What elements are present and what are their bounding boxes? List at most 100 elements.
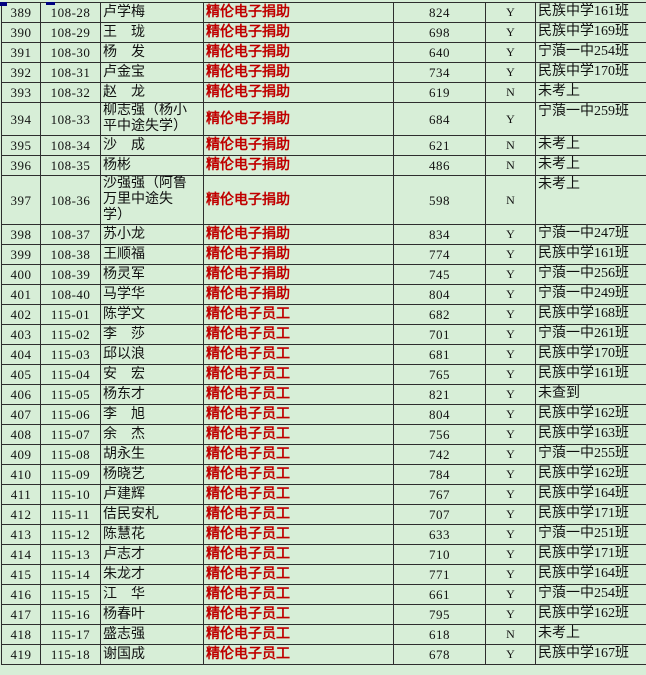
cell-sponsor[interactable]: 精伦电子捐助 xyxy=(204,285,394,305)
cell-row-number[interactable]: 411 xyxy=(2,485,41,505)
cell-sponsor[interactable]: 精伦电子员工 xyxy=(204,525,394,545)
cell-student-id[interactable]: 115-07 xyxy=(41,425,101,445)
cell-sponsor[interactable]: 精伦电子捐助 xyxy=(204,225,394,245)
cell-sponsor[interactable]: 精伦电子员工 xyxy=(204,365,394,385)
cell-student-name[interactable]: 杨晓艺 xyxy=(101,465,204,485)
cell-sponsor[interactable]: 精伦电子捐助 xyxy=(204,23,394,43)
cell-admitted-flag[interactable]: Y xyxy=(486,265,536,285)
cell-score[interactable]: 784 xyxy=(394,465,486,485)
cell-admitted-flag[interactable]: Y xyxy=(486,425,536,445)
cell-school-class[interactable]: 民族中学162班 xyxy=(536,465,646,485)
cell-school-class[interactable]: 未考上 xyxy=(536,83,646,103)
cell-school-class[interactable]: 民族中学167班 xyxy=(536,645,646,665)
cell-school-class[interactable]: 民族中学168班 xyxy=(536,305,646,325)
cell-admitted-flag[interactable]: Y xyxy=(486,605,536,625)
cell-student-id[interactable]: 108-35 xyxy=(41,156,101,176)
cell-student-id[interactable]: 115-09 xyxy=(41,465,101,485)
cell-row-number[interactable]: 398 xyxy=(2,225,41,245)
cell-score[interactable]: 710 xyxy=(394,545,486,565)
cell-score[interactable]: 795 xyxy=(394,605,486,625)
cell-sponsor[interactable]: 精伦电子员工 xyxy=(204,485,394,505)
cell-school-class[interactable]: 民族中学164班 xyxy=(536,485,646,505)
cell-admitted-flag[interactable]: Y xyxy=(486,23,536,43)
cell-student-id[interactable]: 115-17 xyxy=(41,625,101,645)
cell-sponsor[interactable]: 精伦电子员工 xyxy=(204,625,394,645)
cell-student-name[interactable]: 胡永生 xyxy=(101,445,204,465)
cell-score[interactable]: 734 xyxy=(394,63,486,83)
cell-row-number[interactable]: 406 xyxy=(2,385,41,405)
cell-school-class[interactable]: 宁蒗一中261班 xyxy=(536,325,646,345)
cell-sponsor[interactable]: 精伦电子员工 xyxy=(204,565,394,585)
cell-admitted-flag[interactable]: Y xyxy=(486,545,536,565)
cell-row-number[interactable]: 403 xyxy=(2,325,41,345)
cell-score[interactable]: 774 xyxy=(394,245,486,265)
cell-row-number[interactable]: 414 xyxy=(2,545,41,565)
cell-score[interactable]: 707 xyxy=(394,505,486,525)
cell-school-class[interactable]: 未考上 xyxy=(536,156,646,176)
cell-school-class[interactable]: 宁蒗一中255班 xyxy=(536,445,646,465)
cell-student-id[interactable]: 115-10 xyxy=(41,485,101,505)
cell-sponsor[interactable]: 精伦电子员工 xyxy=(204,505,394,525)
cell-sponsor[interactable]: 精伦电子员工 xyxy=(204,605,394,625)
cell-student-name[interactable]: 余 杰 xyxy=(101,425,204,445)
cell-school-class[interactable]: 宁蒗一中251班 xyxy=(536,525,646,545)
cell-admitted-flag[interactable]: Y xyxy=(486,465,536,485)
cell-row-number[interactable]: 396 xyxy=(2,156,41,176)
cell-admitted-flag[interactable]: Y xyxy=(486,103,536,136)
cell-student-id[interactable]: 115-06 xyxy=(41,405,101,425)
cell-admitted-flag[interactable]: Y xyxy=(486,405,536,425)
cell-school-class[interactable]: 民族中学170班 xyxy=(536,345,646,365)
cell-score[interactable]: 681 xyxy=(394,345,486,365)
cell-score[interactable]: 486 xyxy=(394,156,486,176)
cell-student-id[interactable]: 108-36 xyxy=(41,176,101,225)
cell-admitted-flag[interactable]: Y xyxy=(486,585,536,605)
cell-school-class[interactable]: 民族中学169班 xyxy=(536,23,646,43)
cell-school-class[interactable]: 宁蒗一中254班 xyxy=(536,43,646,63)
cell-row-number[interactable]: 399 xyxy=(2,245,41,265)
cell-school-class[interactable]: 宁蒗一中247班 xyxy=(536,225,646,245)
cell-row-number[interactable]: 413 xyxy=(2,525,41,545)
cell-student-name[interactable]: 杨 发 xyxy=(101,43,204,63)
cell-student-id[interactable]: 115-01 xyxy=(41,305,101,325)
cell-student-name[interactable]: 卢志才 xyxy=(101,545,204,565)
cell-school-class[interactable]: 宁蒗一中249班 xyxy=(536,285,646,305)
cell-score[interactable]: 661 xyxy=(394,585,486,605)
cell-row-number[interactable]: 417 xyxy=(2,605,41,625)
cell-school-class[interactable]: 宁蒗一中259班 xyxy=(536,103,646,136)
cell-student-name[interactable]: 王 珑 xyxy=(101,23,204,43)
cell-school-class[interactable]: 民族中学170班 xyxy=(536,63,646,83)
cell-student-name[interactable]: 沙 成 xyxy=(101,136,204,156)
cell-score[interactable]: 824 xyxy=(394,3,486,23)
cell-student-id[interactable]: 115-03 xyxy=(41,345,101,365)
cell-sponsor[interactable]: 精伦电子捐助 xyxy=(204,3,394,23)
cell-student-id[interactable]: 115-02 xyxy=(41,325,101,345)
cell-row-number[interactable]: 397 xyxy=(2,176,41,225)
cell-student-id[interactable]: 115-05 xyxy=(41,385,101,405)
cell-sponsor[interactable]: 精伦电子捐助 xyxy=(204,43,394,63)
cell-student-name[interactable]: 马学华 xyxy=(101,285,204,305)
cell-admitted-flag[interactable]: Y xyxy=(486,385,536,405)
cell-student-name[interactable]: 朱龙才 xyxy=(101,565,204,585)
cell-score[interactable]: 598 xyxy=(394,176,486,225)
cell-school-class[interactable]: 民族中学171班 xyxy=(536,505,646,525)
cell-sponsor[interactable]: 精伦电子员工 xyxy=(204,425,394,445)
cell-row-number[interactable]: 390 xyxy=(2,23,41,43)
cell-student-name[interactable]: 佶民安札 xyxy=(101,505,204,525)
cell-score[interactable]: 767 xyxy=(394,485,486,505)
cell-row-number[interactable]: 407 xyxy=(2,405,41,425)
cell-student-name[interactable]: 卢金宝 xyxy=(101,63,204,83)
cell-admitted-flag[interactable]: Y xyxy=(486,365,536,385)
cell-admitted-flag[interactable]: Y xyxy=(486,245,536,265)
cell-student-id[interactable]: 108-39 xyxy=(41,265,101,285)
cell-row-number[interactable]: 408 xyxy=(2,425,41,445)
cell-row-number[interactable]: 389 xyxy=(2,3,41,23)
cell-admitted-flag[interactable]: N xyxy=(486,625,536,645)
cell-score[interactable]: 698 xyxy=(394,23,486,43)
cell-student-name[interactable]: 王顺福 xyxy=(101,245,204,265)
cell-student-name[interactable]: 杨东才 xyxy=(101,385,204,405)
cell-row-number[interactable]: 416 xyxy=(2,585,41,605)
cell-admitted-flag[interactable]: Y xyxy=(486,565,536,585)
cell-school-class[interactable]: 民族中学161班 xyxy=(536,3,646,23)
cell-student-name[interactable]: 柳志强（杨小 平中途失学） xyxy=(101,103,204,136)
cell-student-id[interactable]: 108-30 xyxy=(41,43,101,63)
